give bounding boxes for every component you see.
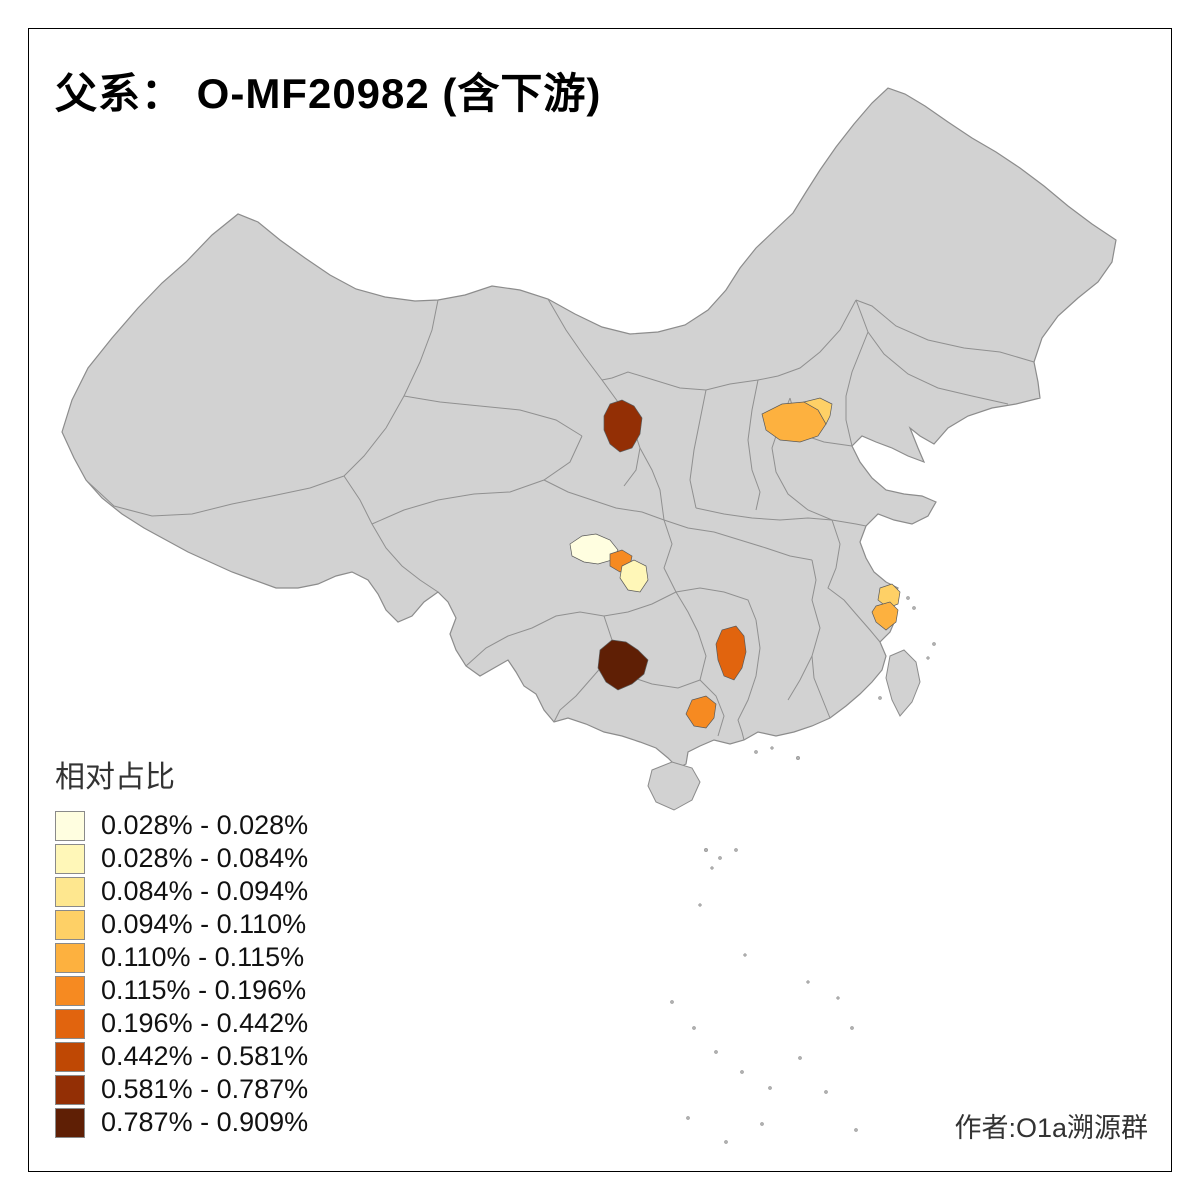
legend-swatch [55, 909, 85, 940]
legend-swatch [55, 975, 85, 1006]
legend-item: 0.028% - 0.084% [55, 843, 308, 874]
region-gansu-prefecture [603, 399, 643, 453]
legend-label: 0.110% - 0.115% [101, 942, 305, 972]
legend-swatch [55, 1107, 85, 1138]
legend-swatch [55, 843, 85, 874]
legend-item: 0.581% - 0.787% [55, 1074, 308, 1105]
legend-label: 0.094% - 0.110% [101, 909, 307, 939]
highlighted-regions [569, 397, 901, 729]
region-shandong-west-main [761, 401, 827, 443]
legend-label: 0.028% - 0.084% [101, 843, 309, 873]
hainan-island [647, 761, 701, 811]
china-mainland [61, 87, 1117, 769]
taiwan-island [885, 649, 921, 717]
region-hunan-central [715, 625, 747, 681]
legend-label: 0.581% - 0.787% [101, 1074, 309, 1104]
legend-title: 相对占比 [55, 761, 175, 794]
legend-item: 0.787% - 0.909% [55, 1107, 308, 1138]
legend-swatch [55, 942, 85, 973]
attribution: 作者:O1a溯源群 [954, 1113, 1148, 1143]
legend-label: 0.028% - 0.028% [101, 810, 309, 840]
legend-swatch [55, 1041, 85, 1072]
south-china-sea-islands [670, 596, 936, 1144]
region-shandong-west-upper [803, 397, 833, 425]
legend-label: 0.196% - 0.442% [101, 1008, 309, 1038]
legend: 相对占比 0.028% - 0.028% 0.028% - 0.084% 0.0… [55, 752, 308, 1140]
region-sichuan-southeast-pale [619, 559, 649, 593]
legend-swatch [55, 1074, 85, 1105]
legend-item: 0.196% - 0.442% [55, 1008, 308, 1039]
legend-label: 0.787% - 0.909% [101, 1107, 309, 1137]
region-guangxi-south [685, 695, 717, 729]
legend-label: 0.115% - 0.196% [101, 975, 307, 1005]
region-zhejiang-coast-lower [871, 601, 899, 631]
legend-swatch [55, 1008, 85, 1039]
figure-title: 父系： O-MF20982 (含下游) [55, 70, 602, 117]
legend-item: 0.110% - 0.115% [55, 942, 308, 973]
legend-swatch [55, 810, 85, 841]
legend-label: 0.084% - 0.094% [101, 876, 309, 906]
legend-label: 0.442% - 0.581% [101, 1041, 309, 1071]
legend-item: 0.084% - 0.094% [55, 876, 308, 907]
region-guizhou-west [597, 639, 649, 691]
legend-item: 0.028% - 0.028% [55, 810, 308, 841]
legend-item: 0.094% - 0.110% [55, 909, 308, 940]
legend-item: 0.115% - 0.196% [55, 975, 308, 1006]
region-zhejiang-coast-upper [877, 583, 901, 609]
legend-swatch [55, 876, 85, 907]
legend-item: 0.442% - 0.581% [55, 1041, 308, 1072]
